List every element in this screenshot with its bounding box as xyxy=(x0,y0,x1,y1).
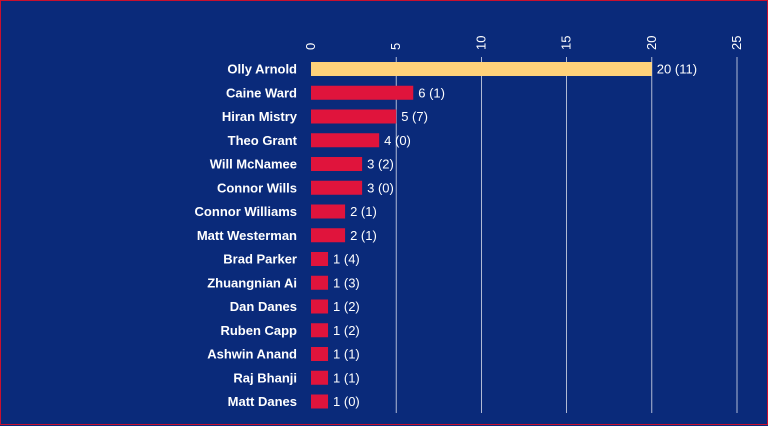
bar xyxy=(311,323,329,338)
bar xyxy=(311,180,363,195)
data-label: 2 (1) xyxy=(350,228,377,243)
bar xyxy=(311,299,329,314)
bar xyxy=(311,370,329,385)
bar xyxy=(311,85,414,100)
bar xyxy=(311,133,380,148)
x-tick-label: 10 xyxy=(473,36,488,50)
category-label: Matt Westerman xyxy=(197,228,297,243)
data-label: 2 (1) xyxy=(350,204,377,219)
bar xyxy=(311,347,329,361)
category-label: Will McNamee xyxy=(210,157,297,172)
x-tick-label: 25 xyxy=(729,36,744,50)
category-label: Connor Wills xyxy=(217,180,297,195)
data-label: 3 (2) xyxy=(367,157,394,172)
category-label: Matt Danes xyxy=(228,394,297,409)
data-label: 1 (1) xyxy=(333,370,360,385)
x-tick-label: 0 xyxy=(303,43,318,50)
data-label: 3 (0) xyxy=(367,180,394,195)
category-label: Ashwin Anand xyxy=(207,347,297,362)
category-label: Olly Arnold xyxy=(227,62,297,77)
data-label: 20 (11) xyxy=(657,62,697,77)
data-label: 1 (0) xyxy=(333,394,360,409)
data-label: 5 (7) xyxy=(401,109,428,124)
bar xyxy=(311,204,346,219)
category-label: Caine Ward xyxy=(226,85,297,100)
category-label: Hiran Mistry xyxy=(222,109,298,124)
category-label: Brad Parker xyxy=(223,252,297,267)
data-label: 6 (1) xyxy=(418,85,445,100)
data-label: 1 (1) xyxy=(333,347,360,362)
data-label: 4 (0) xyxy=(384,133,411,148)
bar xyxy=(311,252,329,266)
category-label: Ruben Capp xyxy=(220,323,297,338)
category-label: Connor Williams xyxy=(195,204,297,219)
category-label: Dan Danes xyxy=(230,299,297,314)
data-label: 1 (3) xyxy=(333,275,360,290)
bar xyxy=(311,62,652,76)
bar xyxy=(311,394,329,409)
bar xyxy=(311,109,397,124)
data-label: 1 (2) xyxy=(333,299,360,314)
data-label: 1 (4) xyxy=(333,252,360,267)
data-label: 1 (2) xyxy=(333,323,360,338)
x-tick-label: 20 xyxy=(644,36,659,50)
category-label: Theo Grant xyxy=(228,133,298,148)
bar xyxy=(311,228,346,243)
bar xyxy=(311,157,363,171)
bar xyxy=(311,275,329,290)
x-tick-label: 5 xyxy=(388,43,403,50)
category-label: Raj Bhanji xyxy=(233,370,297,385)
x-tick-label: 15 xyxy=(559,36,574,50)
category-label: Zhuangnian Ai xyxy=(207,275,297,290)
